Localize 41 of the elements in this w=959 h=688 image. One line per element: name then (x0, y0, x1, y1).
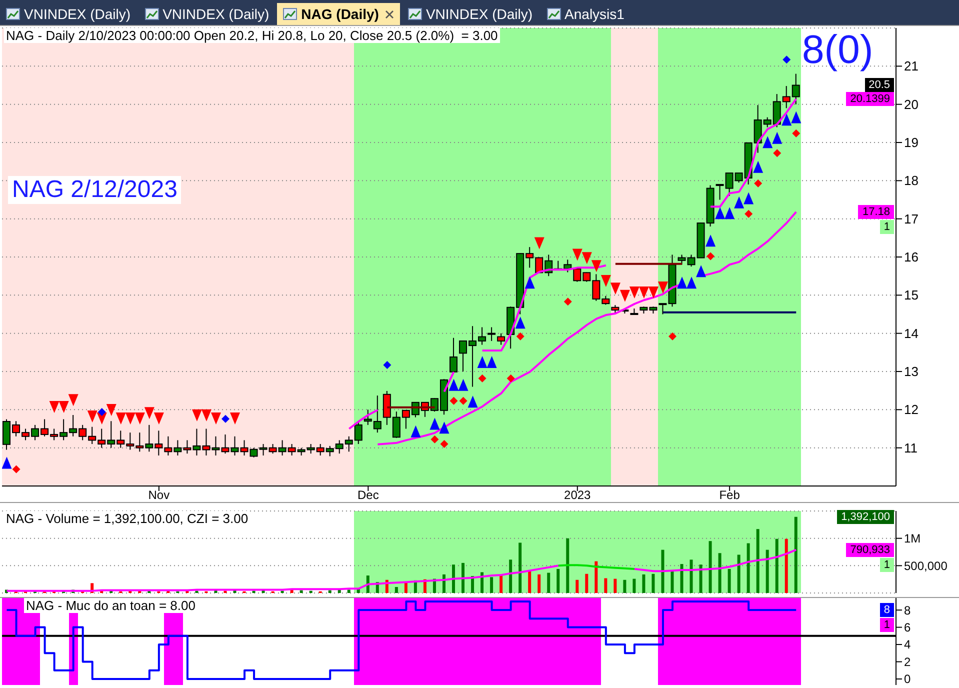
annotation: 17.18 (858, 205, 894, 219)
text: Analysis1 (564, 6, 624, 22)
text: VNINDEX (Daily) (162, 6, 270, 22)
text: VNINDEX (Daily) (24, 6, 131, 22)
text: NAG (Daily) (301, 6, 379, 22)
y-tick-label: 20 (904, 96, 918, 112)
y-tick-label: 13 (904, 364, 918, 380)
chart-title: NAG - Daily 2/10/2023 00:00:00 Open 20.2, Hi 20.8, Lo 20, Close 20.5 (2.0%) = 3.00 (4, 28, 500, 43)
annotation: 8(0) (802, 28, 874, 73)
chart-title: NAG - Muc do an toan = 8.00 (24, 598, 198, 613)
x-tick-label: 2023 (564, 488, 592, 502)
annotation: NAG 2/12/2023 (8, 176, 182, 204)
annotation: 20.1399 (846, 92, 894, 106)
y-tick-label: 500,000 (904, 558, 948, 573)
y-tick-label: 12 (904, 402, 918, 418)
annotation: 1 (880, 558, 894, 572)
y-tick-label: 0 (904, 672, 911, 686)
y-tick-label: 15 (904, 288, 918, 303)
y-tick-label: 11 (904, 440, 918, 456)
chart-title: NAG - Volume = 1,392,100.00, CZI = 3.00 (4, 511, 250, 526)
x-tick-label: Dec (357, 488, 379, 502)
text: VNINDEX (Daily) (426, 6, 533, 22)
x-tick-label: Feb (719, 488, 740, 502)
y-tick-label: 17 (904, 211, 918, 226)
y-tick-label: 16 (904, 250, 918, 265)
y-tick-label: 21 (904, 58, 918, 74)
y-tick-label: 4 (904, 638, 911, 652)
y-tick-label: 6 (904, 620, 911, 634)
annotation: 1 (880, 220, 894, 234)
y-tick-label: 19 (904, 135, 918, 150)
annotation: 1 (880, 618, 894, 632)
y-tick-label: 18 (904, 173, 918, 188)
x-tick-label: Nov (148, 488, 170, 502)
annotation: 790,933 (846, 543, 894, 557)
y-tick-label: 8 (904, 603, 911, 618)
y-tick-label: 1M (904, 532, 921, 546)
y-tick-label: 2 (904, 654, 911, 669)
annotation: 20.5 (864, 78, 894, 92)
annotation: 1,392,100 (837, 510, 894, 524)
y-tick-label: 14 (904, 326, 918, 341)
annotation: 8 (880, 603, 894, 617)
